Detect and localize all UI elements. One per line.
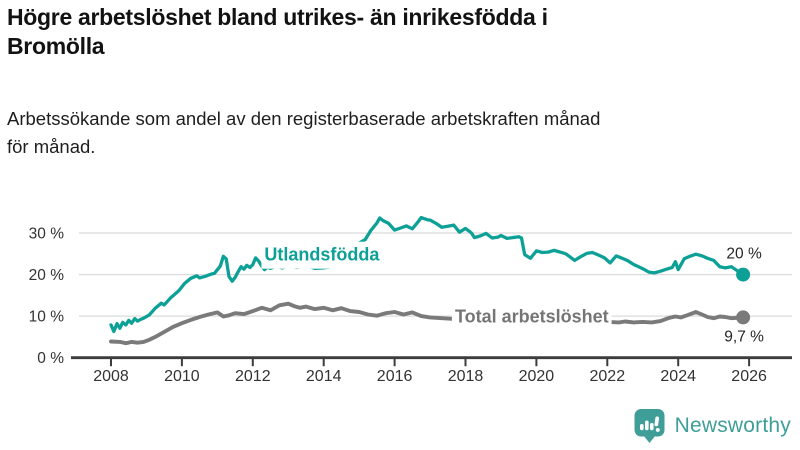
x-tick-label: 2014 xyxy=(306,368,342,385)
newsworthy-logo[interactable]: Newsworthy xyxy=(633,408,791,444)
series-label-1: Total arbetslöshet xyxy=(455,307,609,327)
page-title-line-1: Högre arbetslöshet bland utrikes- än inr… xyxy=(7,4,548,30)
logo-bar-medium-icon xyxy=(649,423,654,431)
x-tick-label: 2008 xyxy=(93,368,129,385)
series-line-1 xyxy=(109,301,746,346)
speech-bubble-tail xyxy=(643,435,656,443)
series-end-dot-1 xyxy=(736,310,751,325)
chart-subtitle-line-1: Arbetssökande som andel av den registerb… xyxy=(7,108,601,129)
page-title: Högre arbetslöshet bland utrikes- än inr… xyxy=(7,3,793,61)
end-value-label-1: 9,7 % xyxy=(724,328,764,345)
x-tick-label: 2022 xyxy=(590,368,626,385)
newsworthy-logo-text: Newsworthy xyxy=(674,414,791,437)
x-tick-label: 2016 xyxy=(377,368,413,385)
series-label-0: Utlandsfödda xyxy=(264,245,380,265)
y-tick-label: 0 % xyxy=(37,350,64,367)
series-end-dot-0 xyxy=(736,267,751,282)
y-tick-label: 20 % xyxy=(29,267,65,284)
end-value-label-0: 20 % xyxy=(726,246,762,263)
logo-exclamation-dot-icon xyxy=(655,427,660,432)
y-tick-label: 10 % xyxy=(29,309,65,326)
logo-bar-small-icon xyxy=(639,424,644,431)
x-tick-label: 2024 xyxy=(660,368,696,385)
chart-subtitle-line-2: för månad. xyxy=(7,135,96,157)
logo-exclamation-bar-icon xyxy=(654,416,659,427)
newsworthy-logo-icon xyxy=(634,409,665,443)
x-tick-label: 2026 xyxy=(731,368,767,385)
x-tick-label: 2012 xyxy=(235,368,271,385)
series-line-0 xyxy=(109,215,745,334)
chart-subtitle: Arbetssökande som andel av den registerb… xyxy=(7,105,793,161)
y-tick-label: 30 % xyxy=(29,226,65,243)
x-tick-label: 2020 xyxy=(519,368,555,385)
x-tick-label: 2010 xyxy=(164,368,200,385)
x-tick-label: 2018 xyxy=(448,368,484,385)
page-title-line-2: Bromölla xyxy=(7,32,105,59)
series-label-bg-1 xyxy=(451,303,612,331)
logo-bar-tall-icon xyxy=(644,420,649,431)
series-label-bg-0 xyxy=(261,241,384,269)
speech-bubble-shape xyxy=(634,409,665,437)
